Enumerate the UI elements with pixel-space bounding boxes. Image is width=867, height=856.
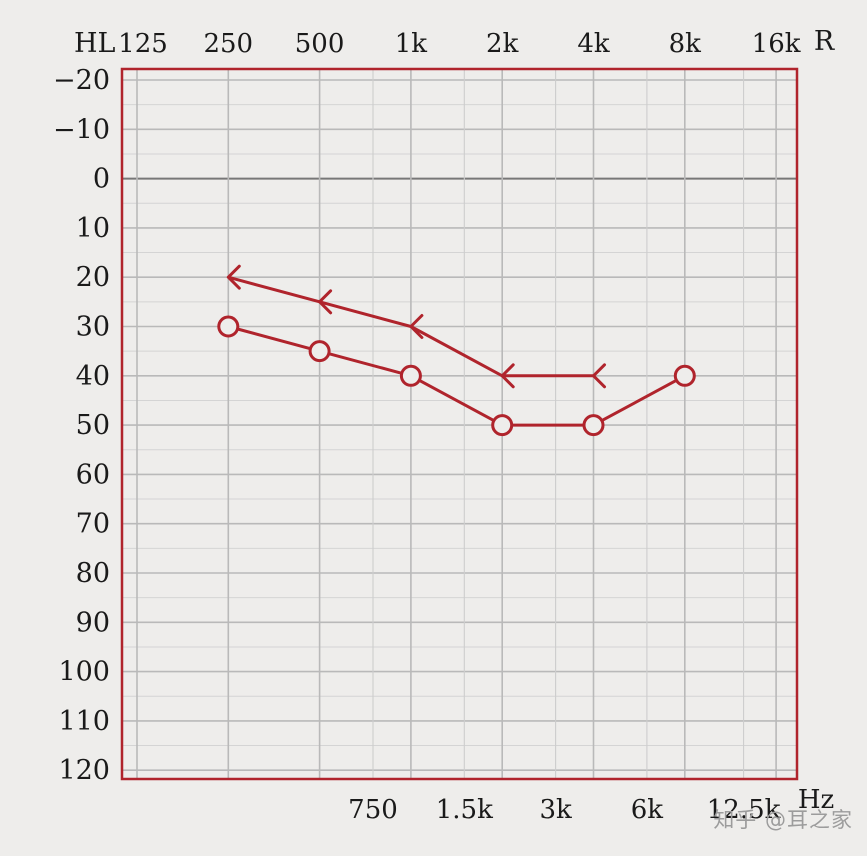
watermark-text: 知乎 @耳之家: [713, 808, 853, 832]
y-tick-label: 40: [76, 361, 110, 392]
arrow-marker: [500, 363, 515, 389]
x-tick-label-top: 1k: [395, 29, 428, 59]
series-group: [217, 264, 696, 437]
x-tick-label-top: 4k: [577, 29, 610, 59]
y-tick-label: 30: [76, 312, 110, 343]
circle-marker: [491, 414, 514, 437]
x-tick-label-bottom: 6k: [631, 795, 664, 825]
x-tick-label-bottom: 750: [348, 795, 398, 825]
y-tick-label: 20: [76, 262, 110, 293]
arrow-marker: [318, 289, 333, 315]
circle-marker: [399, 364, 422, 387]
y-tick-label: 70: [76, 509, 110, 540]
x-tick-label-bottom: 12.5k: [707, 795, 781, 825]
air-conduction-line: [227, 325, 686, 427]
x-tick-label-top: 2k: [486, 29, 519, 59]
y-tick-label: 60: [76, 459, 110, 490]
y-tick-label: 110: [58, 706, 110, 737]
y-tick-label: 0: [93, 164, 110, 195]
x-tick-label-top: 16k: [752, 29, 801, 59]
y-tick-label: 120: [58, 755, 110, 786]
y-tick-label: −10: [53, 114, 110, 145]
x-tick-label-top: 8k: [669, 29, 702, 59]
arrow-marker: [592, 363, 606, 389]
x-tick-label-top: 125: [118, 29, 168, 59]
y-tick-label: 100: [58, 657, 110, 688]
y-tick-label: 10: [76, 213, 110, 244]
arrow-marker: [409, 314, 424, 339]
y-axis-label: HL: [74, 28, 116, 59]
y-tick-label: 80: [76, 558, 110, 589]
unit-label: Hz: [798, 785, 834, 815]
circle-marker: [217, 315, 240, 338]
circle-marker: [673, 364, 696, 387]
y-tick-label: 90: [76, 607, 110, 638]
x-tick-label-bottom: 1.5k: [436, 795, 493, 825]
circle-marker: [582, 414, 605, 437]
circle-marker: [308, 340, 331, 363]
y-tick-label: 50: [76, 410, 110, 441]
y-tick-label: −20: [53, 65, 110, 96]
arrow-marker: [226, 264, 241, 290]
ear-label: R: [814, 26, 835, 57]
x-tick-label-top: 250: [203, 29, 253, 59]
x-tick-label-top: 500: [295, 29, 345, 59]
x-tick-label-bottom: 3k: [539, 795, 572, 825]
grid: [122, 69, 797, 779]
chart-frame: [120, 67, 799, 781]
